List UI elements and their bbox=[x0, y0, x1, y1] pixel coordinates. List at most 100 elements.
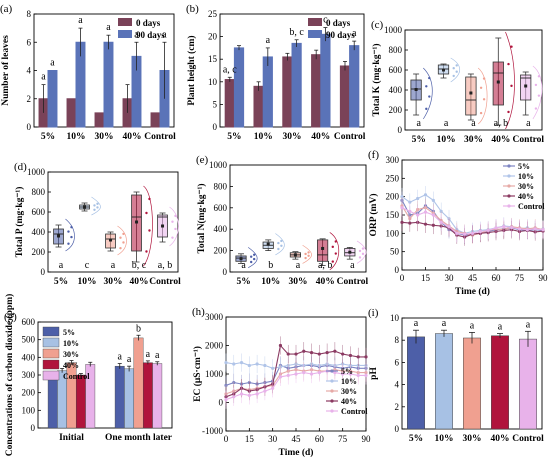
y-axis-label: Total N(mg·kg⁻¹) bbox=[196, 183, 207, 253]
y-tick-label: 600 bbox=[32, 207, 46, 217]
violin-outline bbox=[143, 185, 153, 267]
x-tick-label: Control bbox=[144, 132, 176, 142]
data-point bbox=[431, 223, 435, 227]
x-tick-label: 40% bbox=[491, 434, 510, 444]
y-tick-label: 0 bbox=[395, 424, 400, 434]
significance-letter: c bbox=[85, 260, 90, 271]
box bbox=[317, 239, 329, 262]
x-tick-label: 30 bbox=[268, 434, 278, 444]
bar bbox=[47, 373, 58, 429]
data-point bbox=[358, 249, 362, 253]
x-tick-label: 15 bbox=[245, 434, 255, 444]
data-point bbox=[255, 362, 259, 366]
data-point bbox=[148, 229, 151, 232]
legend-label: 5% bbox=[518, 162, 530, 171]
x-tick-label: 5% bbox=[227, 132, 241, 142]
data-point bbox=[70, 235, 73, 239]
violin-outline bbox=[329, 232, 340, 271]
data-point bbox=[309, 372, 314, 376]
legend-marker bbox=[507, 194, 511, 198]
panel-label: (d) bbox=[14, 161, 27, 173]
data-point bbox=[277, 247, 280, 251]
data-point bbox=[428, 95, 431, 98]
violin-outline bbox=[356, 240, 367, 264]
data-point bbox=[252, 257, 256, 261]
data-point bbox=[249, 255, 253, 258]
y-tick-label: 400 bbox=[214, 224, 228, 234]
x-tick-label: 60 bbox=[315, 434, 325, 444]
significance-letter: b, c bbox=[289, 27, 304, 38]
panel-label: (g) bbox=[4, 311, 17, 323]
data-point bbox=[239, 392, 244, 396]
legend-swatch bbox=[42, 370, 60, 381]
x-tick-label: 30 bbox=[445, 273, 455, 283]
violin-outline bbox=[532, 65, 543, 120]
data-point bbox=[67, 230, 70, 233]
significance-letter: a bbox=[526, 319, 531, 330]
data-point bbox=[122, 232, 125, 236]
legend-swatch bbox=[308, 18, 322, 26]
x-tick-label: 10% bbox=[435, 434, 454, 444]
significance-letter: a bbox=[162, 29, 167, 40]
data-point bbox=[364, 373, 368, 378]
data-point bbox=[502, 225, 506, 229]
data-point bbox=[174, 214, 177, 218]
bar bbox=[320, 33, 331, 128]
data-point bbox=[348, 372, 353, 376]
legend-label: 40% bbox=[63, 361, 79, 370]
x-tick-label: 90 bbox=[362, 434, 372, 444]
x-tick-label: 10% bbox=[254, 132, 273, 142]
data-point bbox=[455, 64, 458, 67]
y-tick-label: 0 bbox=[213, 122, 218, 132]
data-point bbox=[224, 398, 228, 402]
data-point bbox=[486, 228, 490, 232]
bar bbox=[253, 85, 264, 128]
chart-panel-f: 0 50 100 150 200 250 300 ORP (mV) (f) 0 15 30 45 60 75… bbox=[368, 149, 548, 297]
data-point bbox=[431, 213, 435, 217]
x-tick-label: 10% bbox=[437, 135, 456, 145]
data-point bbox=[408, 221, 412, 225]
y-tick-label: 300 bbox=[22, 370, 36, 380]
legend-label: 30% bbox=[63, 350, 79, 359]
legend-marker bbox=[330, 399, 334, 403]
y-tick-label: 10 bbox=[390, 313, 400, 323]
bar bbox=[103, 41, 114, 128]
significance-letter: a, b bbox=[494, 118, 508, 129]
mean-marker bbox=[321, 246, 325, 250]
data-point bbox=[333, 349, 337, 353]
y-tick-label: 0 bbox=[398, 125, 403, 135]
data-point bbox=[302, 370, 306, 375]
x-tick-label: 40% bbox=[316, 277, 335, 287]
data-point bbox=[479, 86, 483, 90]
x-tick-label: 40% bbox=[491, 135, 510, 145]
significance-letter: a bbox=[444, 118, 449, 129]
significance-letter: a, b bbox=[318, 260, 332, 271]
legend-label: 0 days bbox=[326, 18, 351, 28]
data-point bbox=[331, 260, 334, 263]
legend-swatch bbox=[42, 326, 60, 337]
significance-letter: a bbox=[106, 22, 111, 33]
x-tick-label: 30% bbox=[95, 132, 114, 142]
significance-letter: b bbox=[136, 323, 141, 334]
data-point bbox=[494, 226, 498, 230]
mean-marker bbox=[135, 220, 139, 224]
data-point bbox=[537, 75, 541, 78]
significance-letter: a bbox=[416, 118, 421, 129]
data-point bbox=[541, 228, 545, 232]
data-point bbox=[452, 74, 455, 78]
x-tick-label: 60 bbox=[492, 273, 502, 283]
bar bbox=[75, 374, 86, 429]
x-tick-label: Control bbox=[149, 277, 181, 287]
bar bbox=[133, 337, 144, 429]
data-point bbox=[145, 250, 148, 253]
data-point bbox=[171, 236, 174, 239]
x-tick-label: 75 bbox=[515, 273, 525, 283]
data-point bbox=[255, 392, 259, 396]
y-tick-label: 0 bbox=[27, 122, 32, 132]
violin-outline bbox=[450, 57, 461, 83]
data-point bbox=[294, 372, 298, 376]
chart-panel-i: 0 2 4 6 8 10 pH (i) 5% a 10% a 30% a 40% a Control a bbox=[368, 307, 544, 444]
mean-marker bbox=[83, 205, 87, 209]
bar bbox=[114, 365, 125, 429]
y-tick-label: 0 bbox=[41, 267, 46, 277]
